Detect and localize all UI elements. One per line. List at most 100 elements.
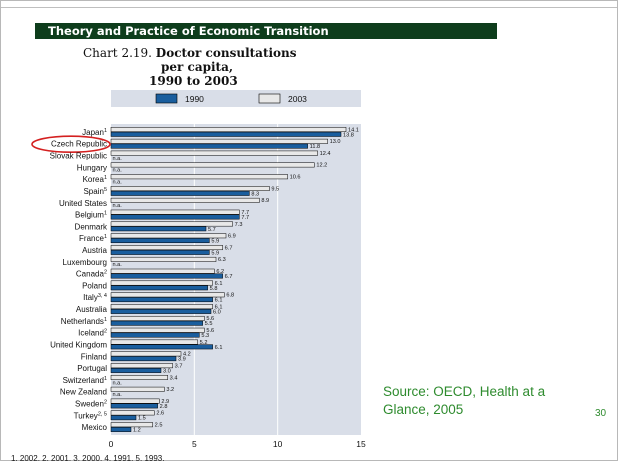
bar-2003 <box>110 363 173 369</box>
bar-1990 <box>110 356 177 362</box>
category-label: Mexico <box>82 423 108 432</box>
bar-2003 <box>110 398 160 404</box>
data-label-2003: 2.9 <box>161 399 169 405</box>
bar-2003 <box>110 138 328 144</box>
data-label-2003: 5.6 <box>206 316 214 322</box>
category-footnote-mark: 2 <box>104 270 107 276</box>
category-label: France1 <box>79 234 107 243</box>
data-label-1990: 6.1 <box>215 345 223 351</box>
bar-2003 <box>110 221 233 227</box>
data-label-2003: 12.2 <box>316 163 327 169</box>
na-label: n.a. <box>113 168 123 174</box>
data-label-1990: 6.7 <box>225 274 233 280</box>
category-name: Japan <box>82 128 104 137</box>
category-name: Austria <box>82 246 107 255</box>
chart-title-prefix: Chart 2.19. <box>83 46 156 60</box>
category-footnote-mark: 2 <box>104 399 107 405</box>
chart-title-line-1: Chart 2.19. Doctor consultations <box>83 46 297 60</box>
category-name: France <box>79 234 104 243</box>
category-footnote-mark: 1 <box>104 376 107 382</box>
category-label: United States <box>59 199 107 208</box>
data-label-2003: 6.1 <box>215 281 223 287</box>
data-label-2003: 6.8 <box>226 293 234 299</box>
bar-2003 <box>110 315 205 321</box>
category-footnote-mark: 3, 4 <box>98 293 107 299</box>
legend-swatch-2003 <box>258 93 281 104</box>
category-name: United States <box>59 199 107 208</box>
data-label-2003: 6.3 <box>218 257 226 263</box>
category-label: Japan1 <box>82 128 107 137</box>
bar-2003 <box>110 197 260 203</box>
na-label: n.a. <box>113 156 123 162</box>
category-label: Luxembourg <box>63 258 107 267</box>
data-label-1990: 5.3 <box>201 333 209 339</box>
bar-1990 <box>110 238 210 244</box>
data-label-2003: 5.6 <box>206 328 214 334</box>
legend-swatch-1990 <box>155 93 178 104</box>
category-name: Australia <box>76 305 108 314</box>
bar-2003 <box>110 127 347 132</box>
data-label-2003: 7.3 <box>235 222 243 228</box>
category-name: Turkey <box>74 411 98 420</box>
data-label-1990: 7.7 <box>241 215 249 221</box>
category-label: Finland <box>81 352 107 361</box>
category-label: Iceland2 <box>78 329 107 338</box>
bar-2003 <box>110 256 217 262</box>
data-label-1990: 3.9 <box>178 357 186 363</box>
bar-2003 <box>110 280 213 286</box>
category-label: Italy3, 4 <box>83 293 107 302</box>
x-tick-label: 15 <box>356 439 366 449</box>
category-label: Portugal <box>77 364 107 373</box>
category-name: Switzerland <box>63 376 104 385</box>
data-label-2003: 6.9 <box>228 234 236 240</box>
bar-2003 <box>110 174 288 180</box>
category-name: Mexico <box>82 423 108 432</box>
category-label: Czech Republic <box>51 140 107 149</box>
data-label-2003: 12.4 <box>320 151 331 157</box>
category-label: Korea1 <box>83 175 107 184</box>
bar-1990 <box>110 368 162 373</box>
chart-title-main: Doctor consultations <box>156 46 297 60</box>
bar-2003 <box>110 268 215 274</box>
data-label-1990: 6.0 <box>213 309 221 315</box>
data-label-1990: 11.8 <box>310 144 320 150</box>
data-label-2003: 10.6 <box>290 175 301 181</box>
category-footnote-mark: 1 <box>104 211 107 217</box>
bar-2003 <box>110 327 205 333</box>
legend-label-2003: 2003 <box>288 94 307 104</box>
category-name: Czech Republic <box>51 140 107 149</box>
bar-1990 <box>110 344 213 350</box>
category-footnote-mark: 5 <box>104 187 107 193</box>
data-label-1990: 8.3 <box>251 191 259 197</box>
bar-2003 <box>110 386 165 392</box>
bar-1990 <box>110 226 207 232</box>
category-name: Hungary <box>77 163 107 172</box>
data-label-2003: 6.7 <box>225 245 233 251</box>
category-label: Switzerland1 <box>63 376 107 385</box>
bar-1990 <box>110 273 223 279</box>
data-label-1990: 5.9 <box>211 239 219 245</box>
category-name: Iceland <box>78 329 104 338</box>
category-label: Poland <box>82 281 107 290</box>
category-label: Sweden2 <box>75 399 107 408</box>
bar-2003 <box>110 410 155 416</box>
bar-2003 <box>110 375 168 380</box>
na-label: n.a. <box>113 262 123 268</box>
category-name: Sweden <box>75 399 104 408</box>
highlight-ring <box>31 135 111 154</box>
chart-footnote: 1. 2002. 2. 2001. 3. 2000. 4. 1991. 5. 1… <box>11 454 164 462</box>
category-footnote-mark: 1 <box>104 175 107 181</box>
bar-2003 <box>110 245 223 251</box>
category-label: New Zealand <box>60 388 107 397</box>
category-label: Slovak Republic <box>50 152 107 161</box>
bar-1990 <box>110 131 342 137</box>
data-label-1990: 5.7 <box>208 227 216 233</box>
category-label: Netherlands1 <box>61 317 107 326</box>
data-label-1990: 5.5 <box>205 321 213 327</box>
data-label-1990: 13.8 <box>343 132 354 138</box>
category-label: Spain5 <box>83 187 107 196</box>
x-tick-label: 10 <box>273 439 283 449</box>
chart-title-line-2: per capita, <box>161 60 233 74</box>
data-label-1990: 1.2 <box>133 427 141 433</box>
